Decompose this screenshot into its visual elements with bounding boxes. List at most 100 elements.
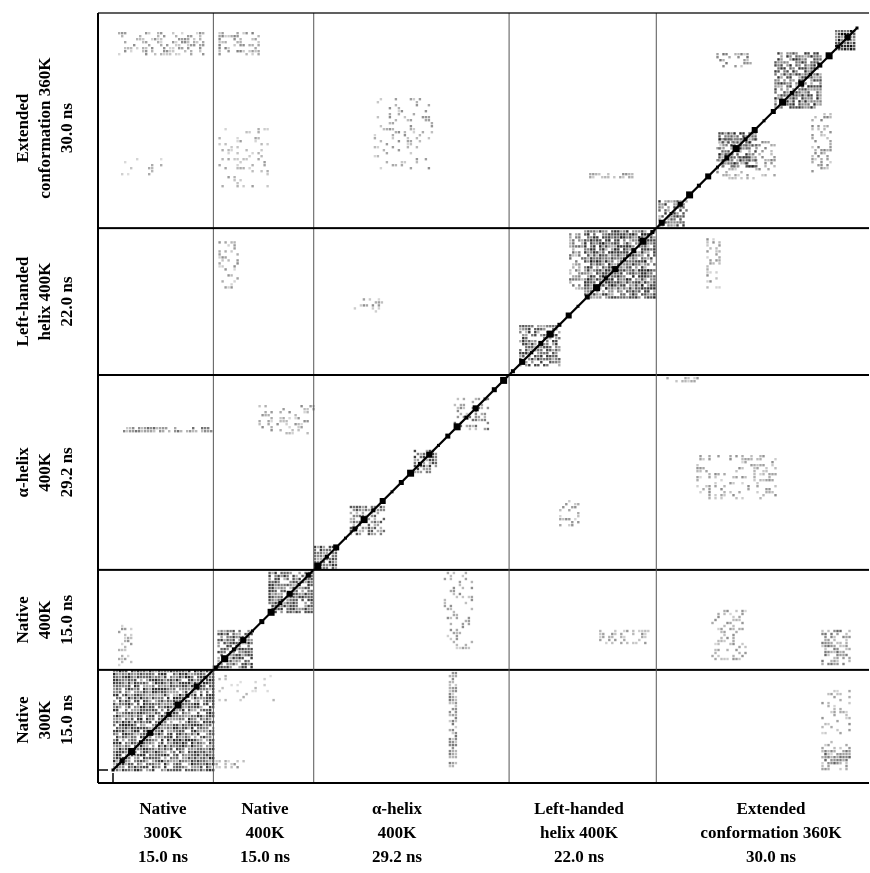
diagonal-dot xyxy=(855,26,859,30)
diagonal-dot xyxy=(798,80,805,87)
diagonal-dot xyxy=(519,358,526,365)
diagonal-dot xyxy=(603,276,608,281)
diagonal-dot xyxy=(166,711,172,717)
off-diag-patch-5 xyxy=(589,173,634,179)
diagonal-dot xyxy=(417,461,422,466)
diagonal-dot xyxy=(204,675,208,679)
off-diag-patch-21 xyxy=(711,609,747,661)
diagonal-dot xyxy=(286,590,293,597)
y-axis-labels: Native 300K 15.0 ns Native 400K 15.0 ns α-heli… xyxy=(13,57,76,745)
diagonal-dot xyxy=(371,508,376,513)
x-label-line: 300K xyxy=(144,823,184,842)
diagonal-dot xyxy=(119,758,125,764)
y-label-line: helix 400K xyxy=(35,262,54,341)
y-label-line: 29.2 ns xyxy=(57,447,76,497)
diagonal-dot xyxy=(251,629,254,633)
diagonal-dot xyxy=(147,729,154,736)
off-diag-patch-4 xyxy=(373,98,434,170)
off-diag-patch-19 xyxy=(443,571,474,650)
diagonal-dot xyxy=(212,665,218,671)
diagonal-dot xyxy=(557,322,562,327)
x-label-line: 400K xyxy=(246,823,286,842)
diag-block-alpha-c xyxy=(413,449,438,474)
diagonal-dot xyxy=(789,90,794,95)
diagonal-dot xyxy=(762,119,766,123)
diagonal-dot xyxy=(593,284,601,292)
y-label-left-handed-helix-400k: Left-handed helix 400K 22.0 ns xyxy=(13,256,76,346)
off-diag-patch-0 xyxy=(118,32,205,56)
y-label-extended-360k: Extended conformation 360K 30.0 ns xyxy=(13,57,76,199)
off-diag-patch-25 xyxy=(448,671,458,768)
y-label-line: Extended xyxy=(13,93,32,163)
plot-frame xyxy=(97,12,869,784)
off-diag-patch-23 xyxy=(218,674,275,702)
y-label-line: Native xyxy=(13,596,32,644)
diagonal-dot xyxy=(185,693,190,698)
diagonal-dot xyxy=(305,572,311,578)
y-label-line: 400K xyxy=(35,452,54,492)
diagonal-band xyxy=(111,26,859,772)
off-diag-patch-27 xyxy=(821,750,851,765)
x-label-line: 15.0 ns xyxy=(240,847,290,866)
y-label-native-300k: Native 300K 15.0 ns xyxy=(13,695,76,745)
diagonal-dot xyxy=(437,443,440,447)
diagonal-dot xyxy=(530,351,533,355)
diagonal-dot xyxy=(716,165,719,169)
x-label-line: Native xyxy=(241,799,289,818)
diagonal-dot xyxy=(259,619,265,625)
diagonal-dot xyxy=(390,490,394,494)
x-label-line: Left-handed xyxy=(534,799,624,818)
off-diag-patch-22 xyxy=(821,629,851,666)
y-label-native-400k: Native 400K 15.0 ns xyxy=(13,594,76,644)
diagonal-dot xyxy=(158,722,161,726)
y-label-line: Left-handed xyxy=(13,256,32,346)
diagonal-dot xyxy=(751,127,758,133)
diag-block-native-300k xyxy=(113,669,215,772)
off-diag-patch-9 xyxy=(218,241,239,289)
diagonal-dot xyxy=(658,219,665,226)
x-label-line: 400K xyxy=(378,823,418,842)
x-label-line: 22.0 ns xyxy=(554,847,604,866)
diagonal-dot xyxy=(352,526,358,532)
diagonal-dot xyxy=(836,44,841,49)
diagonal-dot xyxy=(565,312,572,319)
x-label-alpha-helix-400k: α-helix 400K 29.2 ns xyxy=(372,799,423,866)
diagonal-dot xyxy=(779,98,787,106)
diagonal-dot xyxy=(538,340,544,346)
diagonal-dot xyxy=(639,237,647,245)
off-diag-patch-6 xyxy=(716,53,752,68)
off-diag-patch-2 xyxy=(121,158,163,176)
off-diag-patch-12 xyxy=(569,233,650,290)
y-label-line: 22.0 ns xyxy=(57,276,76,326)
off-diag-patch-24 xyxy=(215,760,245,769)
diagonal-dot xyxy=(426,451,433,458)
diagonal-dot xyxy=(221,655,229,663)
diagonal-dot xyxy=(584,294,590,300)
off-diag-patch-3 xyxy=(218,128,269,188)
off-diag-patch-16 xyxy=(696,455,777,500)
diagonal-dot xyxy=(631,248,637,254)
off-diag-patch-11 xyxy=(706,238,721,289)
y-label-alpha-helix-400k: α-helix 400K 29.2 ns xyxy=(13,447,76,498)
diagonal-dot xyxy=(111,768,115,772)
y-label-line: conformation 360K xyxy=(35,57,54,199)
diagonal-dot xyxy=(174,701,182,709)
y-label-line: Native xyxy=(13,696,32,744)
diagonal-dot xyxy=(576,304,580,308)
diagonal-dot xyxy=(612,266,619,273)
heatmap-cells xyxy=(113,30,856,772)
diagonal-dot xyxy=(844,34,851,41)
diagonal-dot xyxy=(491,387,497,393)
x-label-line: α-helix xyxy=(372,799,423,818)
y-label-line: 400K xyxy=(35,600,54,640)
diagonal-dot xyxy=(398,480,404,485)
diagonal-dot xyxy=(379,498,386,504)
diagonal-dot xyxy=(297,583,301,586)
diagonal-dot xyxy=(138,740,143,745)
diagonal-dot xyxy=(809,72,812,76)
diagonal-dot xyxy=(705,173,712,180)
off-diag-patch-14 xyxy=(258,405,315,435)
segment-dividers xyxy=(98,13,869,783)
x-label-line: helix 400K xyxy=(540,823,619,842)
